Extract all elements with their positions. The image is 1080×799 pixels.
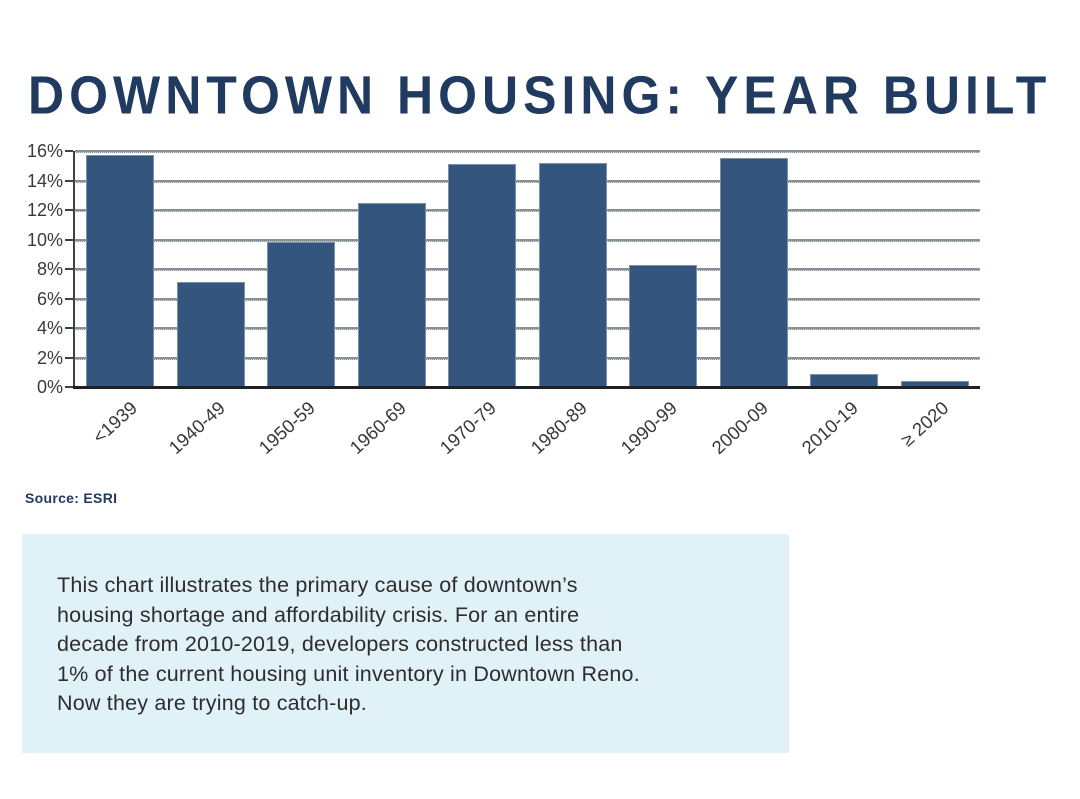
gridline: [75, 356, 980, 360]
y-tick: [65, 209, 73, 211]
y-tick-label: 4%: [36, 318, 63, 338]
x-tick: 1940-49: [75, 397, 229, 458]
x-tick-label: 1990-99: [616, 397, 682, 459]
bar-1970-79: [448, 164, 517, 387]
bar-slot: [618, 264, 709, 387]
bar-1960-69: [357, 202, 426, 387]
bar-<1939: [86, 155, 155, 387]
gridline: [75, 327, 980, 330]
y-tick: [65, 356, 73, 359]
y-tick: [65, 238, 73, 241]
bar-2000-09: [719, 158, 788, 387]
x-tick-label: 1940-49: [164, 397, 229, 459]
x-tick: 1990-99: [75, 397, 682, 458]
x-tick-label: <1939: [88, 397, 142, 448]
y-tick-label: 14%: [26, 170, 63, 191]
x-tick-label: 2010-19: [797, 397, 863, 459]
note-box: This chart illustrates the primary cause…: [22, 534, 789, 753]
bar-1950-59: [267, 242, 336, 387]
page-title: DOWNTOWN HOUSING: YEAR BUILT: [28, 64, 1052, 126]
x-tick: 1950-59: [75, 397, 320, 458]
x-axis-line: [73, 386, 980, 389]
x-tick-label: 1960-69: [345, 397, 410, 459]
y-tick-label: 8%: [36, 259, 63, 279]
y-tick: [65, 268, 73, 270]
source-note: Source: ESRI: [25, 490, 118, 506]
note-line: decade from 2010-2019, developers constr…: [57, 632, 623, 657]
gridline: [75, 179, 980, 183]
y-tick-label: 2%: [36, 347, 63, 368]
bars-container: [75, 151, 980, 387]
x-tick: 2010-19: [75, 397, 863, 458]
gridline: [75, 268, 980, 271]
note-line: This chart illustrates the primary cause…: [57, 573, 578, 597]
bar-2010-19: [810, 373, 879, 387]
x-tick: <1939: [75, 397, 141, 447]
gridline: [75, 297, 980, 301]
note-line: Now they are trying to catch-up.: [57, 691, 367, 716]
bar-slot: [437, 164, 528, 387]
x-tick-label: 1950-59: [254, 397, 320, 459]
x-tick-label: 1970-79: [435, 397, 501, 459]
x-tick: 1960-69: [75, 397, 410, 458]
bar-slot: [75, 155, 166, 387]
y-tick-label: 12%: [26, 200, 63, 220]
bar-1940-49: [176, 282, 245, 387]
bar-≥ 2020: [900, 381, 969, 387]
bar-slot: [347, 202, 438, 387]
y-tick: [65, 179, 73, 182]
gridline: [75, 209, 980, 212]
y-tick: [65, 150, 73, 152]
bar-slot: [709, 158, 800, 387]
bar-slot: [256, 242, 347, 387]
x-tick: ≥ 2020: [75, 397, 953, 450]
x-tick-label: 1980-89: [526, 397, 591, 459]
y-tick-label: 0%: [36, 377, 63, 397]
y-tick: [65, 386, 73, 388]
bar-slot: [799, 373, 890, 387]
x-axis-labels: <1939 1940-49 1950-59 1960-69 1970-79 1980-89…: [75, 387, 980, 477]
x-tick: 1970-79: [75, 397, 501, 458]
y-tick-label: 16%: [26, 141, 63, 161]
gridline: [75, 150, 980, 153]
bar-slot: [166, 282, 257, 387]
bar-1990-99: [629, 264, 698, 387]
y-tick: [65, 327, 73, 329]
bar-1980-89: [538, 162, 607, 387]
bar-chart: 16% 14% 12% 10% 8% 6% 4% 2% 0% <1939 1940-49 1950-…: [27, 141, 980, 458]
bar-slot: [890, 381, 981, 387]
x-tick-label: ≥ 2020: [896, 397, 953, 451]
x-tick: 2000-09: [75, 397, 772, 458]
note-line: housing shortage and affordability crisi…: [57, 602, 580, 627]
y-tick: [65, 297, 73, 300]
y-axis-line: [73, 151, 75, 387]
note-line: 1% of the current housing unit inventory…: [57, 661, 640, 686]
x-tick-label: 2000-09: [707, 397, 772, 459]
bar-slot: [528, 162, 619, 387]
x-tick: 1980-89: [75, 397, 591, 458]
note-text: This chart illustrates the primary cause…: [57, 571, 759, 719]
gridline: [75, 238, 980, 242]
y-tick-label: 6%: [36, 288, 63, 309]
y-tick-label: 10%: [26, 229, 63, 250]
